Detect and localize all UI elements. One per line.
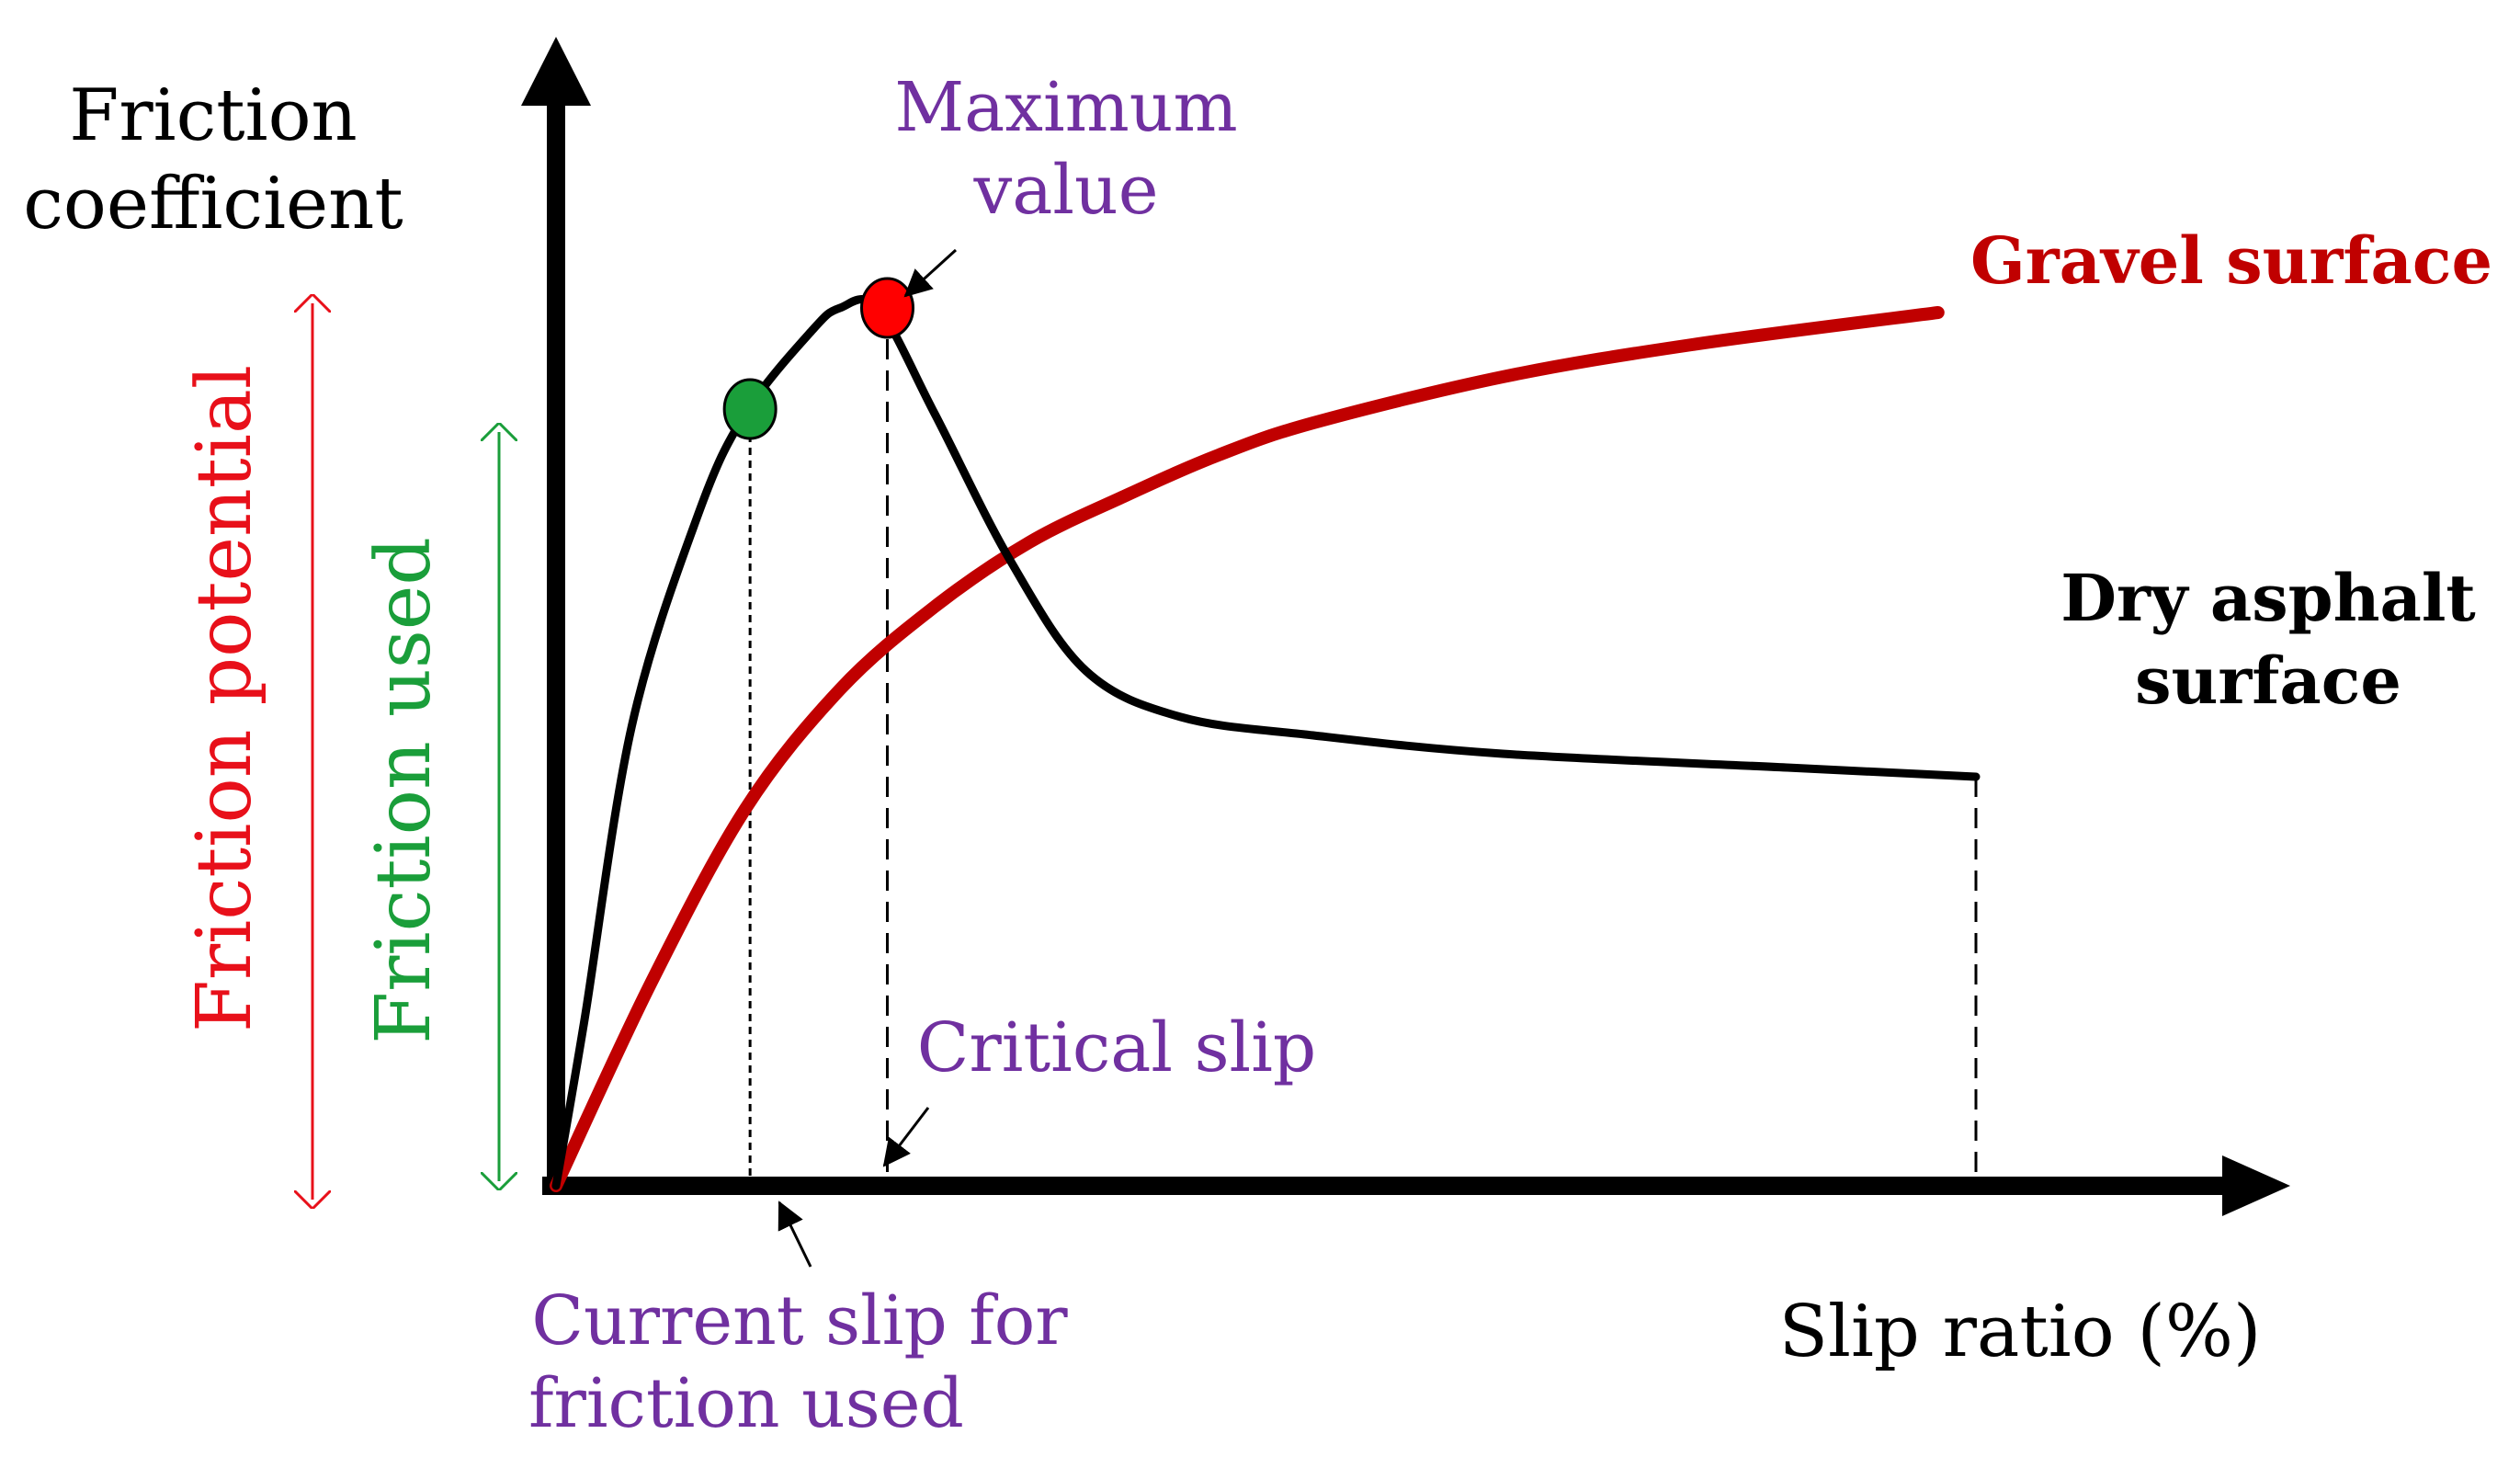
axes <box>521 37 2290 1216</box>
series-dry-asphalt-line <box>551 295 1981 1190</box>
current-slip-marker <box>722 378 778 440</box>
series-gravel-surface-line <box>550 306 1945 1192</box>
y-axis-arrowhead <box>521 37 591 106</box>
friction-potential-label: Friction potential <box>181 365 268 1032</box>
critical-slip-pointer <box>882 1107 930 1167</box>
series-dry-asphalt-label-line1: Dry asphalt <box>2060 560 2476 636</box>
current-slip-annotation-line1: Current slip for <box>531 1281 1068 1360</box>
current-slip-pointer <box>778 1201 812 1268</box>
current-slip-annotation-line2: friction used <box>528 1364 964 1443</box>
maximum-value-annotation-line2: value <box>972 151 1158 230</box>
y-axis-label-line1: Friction <box>69 74 358 157</box>
critical-slip-annotation: Critical slip <box>917 1008 1317 1087</box>
maximum-value-annotation-line1: Maximum <box>894 68 1237 147</box>
series-gravel-surface-label: Gravel surface <box>1970 222 2492 299</box>
y-axis-label-line2: coefficient <box>23 163 403 245</box>
friction-used-label: Friction used <box>360 537 448 1044</box>
maximum-value-marker <box>860 277 914 339</box>
series-dry-asphalt-label-line2: surface <box>2135 643 2401 719</box>
maximum-value-pointer <box>903 248 958 298</box>
x-axis-arrowhead <box>2222 1155 2290 1216</box>
x-axis-label: Slip ratio (%) <box>1779 1291 2262 1373</box>
